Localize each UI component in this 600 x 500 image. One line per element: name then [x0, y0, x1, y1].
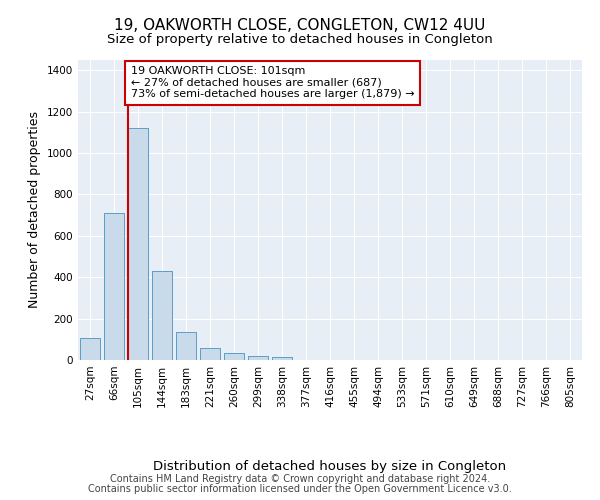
- Bar: [80, 338, 100, 360]
- Text: 19, OAKWORTH CLOSE, CONGLETON, CW12 4UU: 19, OAKWORTH CLOSE, CONGLETON, CW12 4UU: [115, 18, 485, 32]
- Bar: [104, 213, 124, 360]
- Y-axis label: Number of detached properties: Number of detached properties: [28, 112, 41, 308]
- Bar: [152, 271, 172, 360]
- X-axis label: Distribution of detached houses by size in Congleton: Distribution of detached houses by size …: [154, 460, 506, 473]
- Bar: [176, 332, 196, 360]
- Bar: [200, 348, 220, 360]
- Bar: [248, 356, 268, 360]
- Bar: [224, 353, 244, 360]
- Text: Contains public sector information licensed under the Open Government Licence v3: Contains public sector information licen…: [88, 484, 512, 494]
- Bar: [272, 358, 292, 360]
- Text: Size of property relative to detached houses in Congleton: Size of property relative to detached ho…: [107, 32, 493, 46]
- Text: 19 OAKWORTH CLOSE: 101sqm
← 27% of detached houses are smaller (687)
73% of semi: 19 OAKWORTH CLOSE: 101sqm ← 27% of detac…: [131, 66, 415, 100]
- Bar: [128, 128, 148, 360]
- Text: Contains HM Land Registry data © Crown copyright and database right 2024.: Contains HM Land Registry data © Crown c…: [110, 474, 490, 484]
